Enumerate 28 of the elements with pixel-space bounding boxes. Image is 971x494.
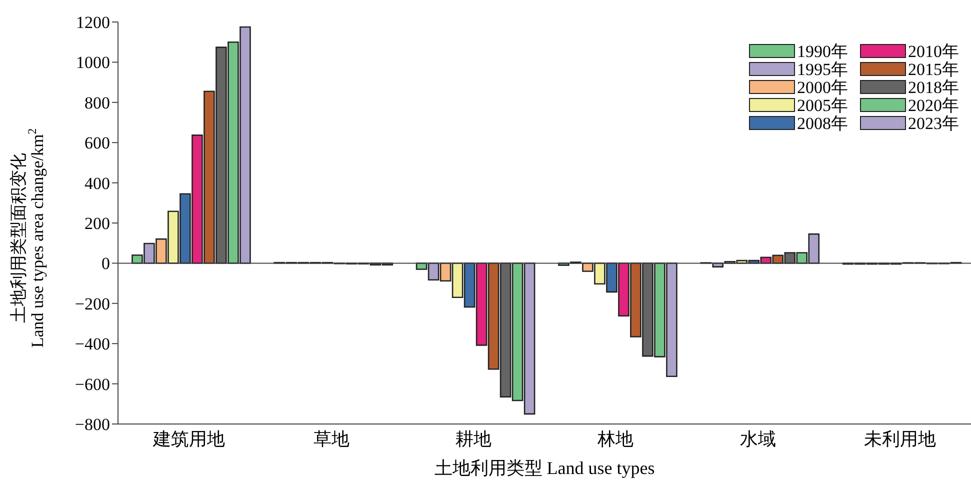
legend-label: 2008年 (797, 114, 848, 132)
y-tick-label: 1000 (76, 53, 110, 72)
legend-label: 2015年 (908, 60, 959, 78)
y-tick-label: 800 (84, 93, 110, 112)
y-tick-label: 600 (84, 134, 110, 153)
x-tick-label: 水域 (740, 428, 776, 449)
x-tick-label: 草地 (313, 428, 350, 449)
legend-label: 2023年 (908, 114, 959, 132)
legend-label: 2000年 (797, 78, 848, 96)
legend-label: 2020年 (908, 96, 959, 114)
x-tick-label: 建筑用地 (152, 428, 226, 449)
y-tick-label: 1200 (76, 13, 110, 32)
y-tick-label: 400 (84, 174, 110, 193)
y-tick-label: −400 (74, 334, 110, 354)
y-tick-label: 200 (84, 214, 110, 234)
legend-label: 2010年 (908, 42, 959, 60)
legend-label: 1990年 (797, 42, 848, 60)
legend-label: 1995年 (797, 60, 848, 78)
legend-label: 2018年 (908, 78, 959, 96)
y-tick-label: −800 (74, 415, 110, 434)
y-tick-label: 0 (102, 254, 110, 274)
y-tick-label: −600 (74, 374, 110, 394)
legend-label: 2005年 (797, 96, 848, 114)
y-tick-label: −200 (74, 294, 110, 314)
x-tick-label: 未利用地 (864, 428, 936, 449)
x-tick-label: 耕地 (455, 428, 492, 449)
x-axis-title: 土地利用类型 Land use types (434, 458, 655, 478)
x-tick-label: 林地 (596, 428, 634, 449)
